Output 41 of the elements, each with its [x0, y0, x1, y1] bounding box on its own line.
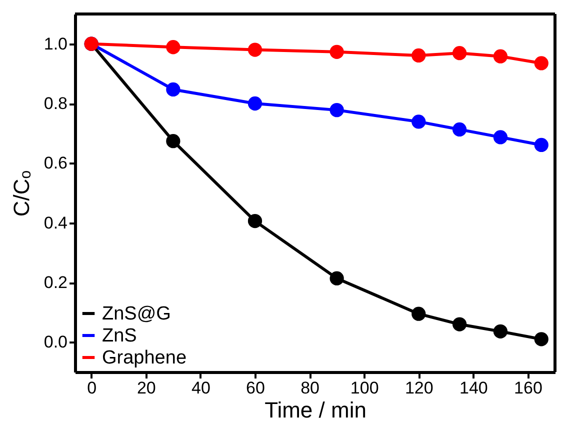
x-tick-label: 60 [246, 378, 265, 398]
point [248, 42, 262, 57]
x-tick-label: 100 [350, 378, 379, 398]
point [534, 332, 548, 346]
point [330, 103, 344, 118]
x-tick-label: 160 [514, 378, 542, 398]
point [412, 48, 426, 63]
legend-label: ZnS@G [102, 304, 171, 324]
point [493, 49, 508, 64]
point [452, 317, 467, 332]
y-tick-label: 0.4 [44, 213, 68, 232]
point [412, 306, 426, 321]
point [493, 130, 508, 144]
point [534, 138, 548, 152]
point [330, 44, 344, 59]
point [166, 134, 180, 148]
x-tick-label: 20 [136, 378, 156, 398]
point [330, 271, 344, 286]
y-tick-label: 0.6 [44, 154, 68, 173]
x-axis-title: Time / min [264, 398, 366, 422]
point [452, 122, 467, 137]
point [166, 40, 180, 54]
x-tick-label: 40 [191, 378, 210, 398]
x-tick-label: 80 [300, 378, 320, 398]
point [248, 96, 262, 111]
y-tick-label: 0.8 [44, 94, 68, 113]
x-tick-label: 140 [459, 378, 488, 398]
point [166, 82, 180, 97]
legend-label: ZnS [102, 326, 137, 346]
y-axis-title: C/Cₒ [8, 170, 34, 217]
x-tick-label: 0 [87, 378, 97, 398]
y-tick-label: 0.0 [44, 332, 68, 352]
point [452, 46, 467, 60]
point [493, 324, 508, 338]
x-tick-label: 120 [404, 378, 434, 398]
legend-label: Graphene [102, 348, 187, 368]
point [412, 114, 426, 129]
point [248, 214, 262, 228]
y-tick-label: 1.0 [44, 34, 68, 54]
point [534, 56, 548, 70]
y-tick-label: 0.2 [44, 273, 68, 292]
